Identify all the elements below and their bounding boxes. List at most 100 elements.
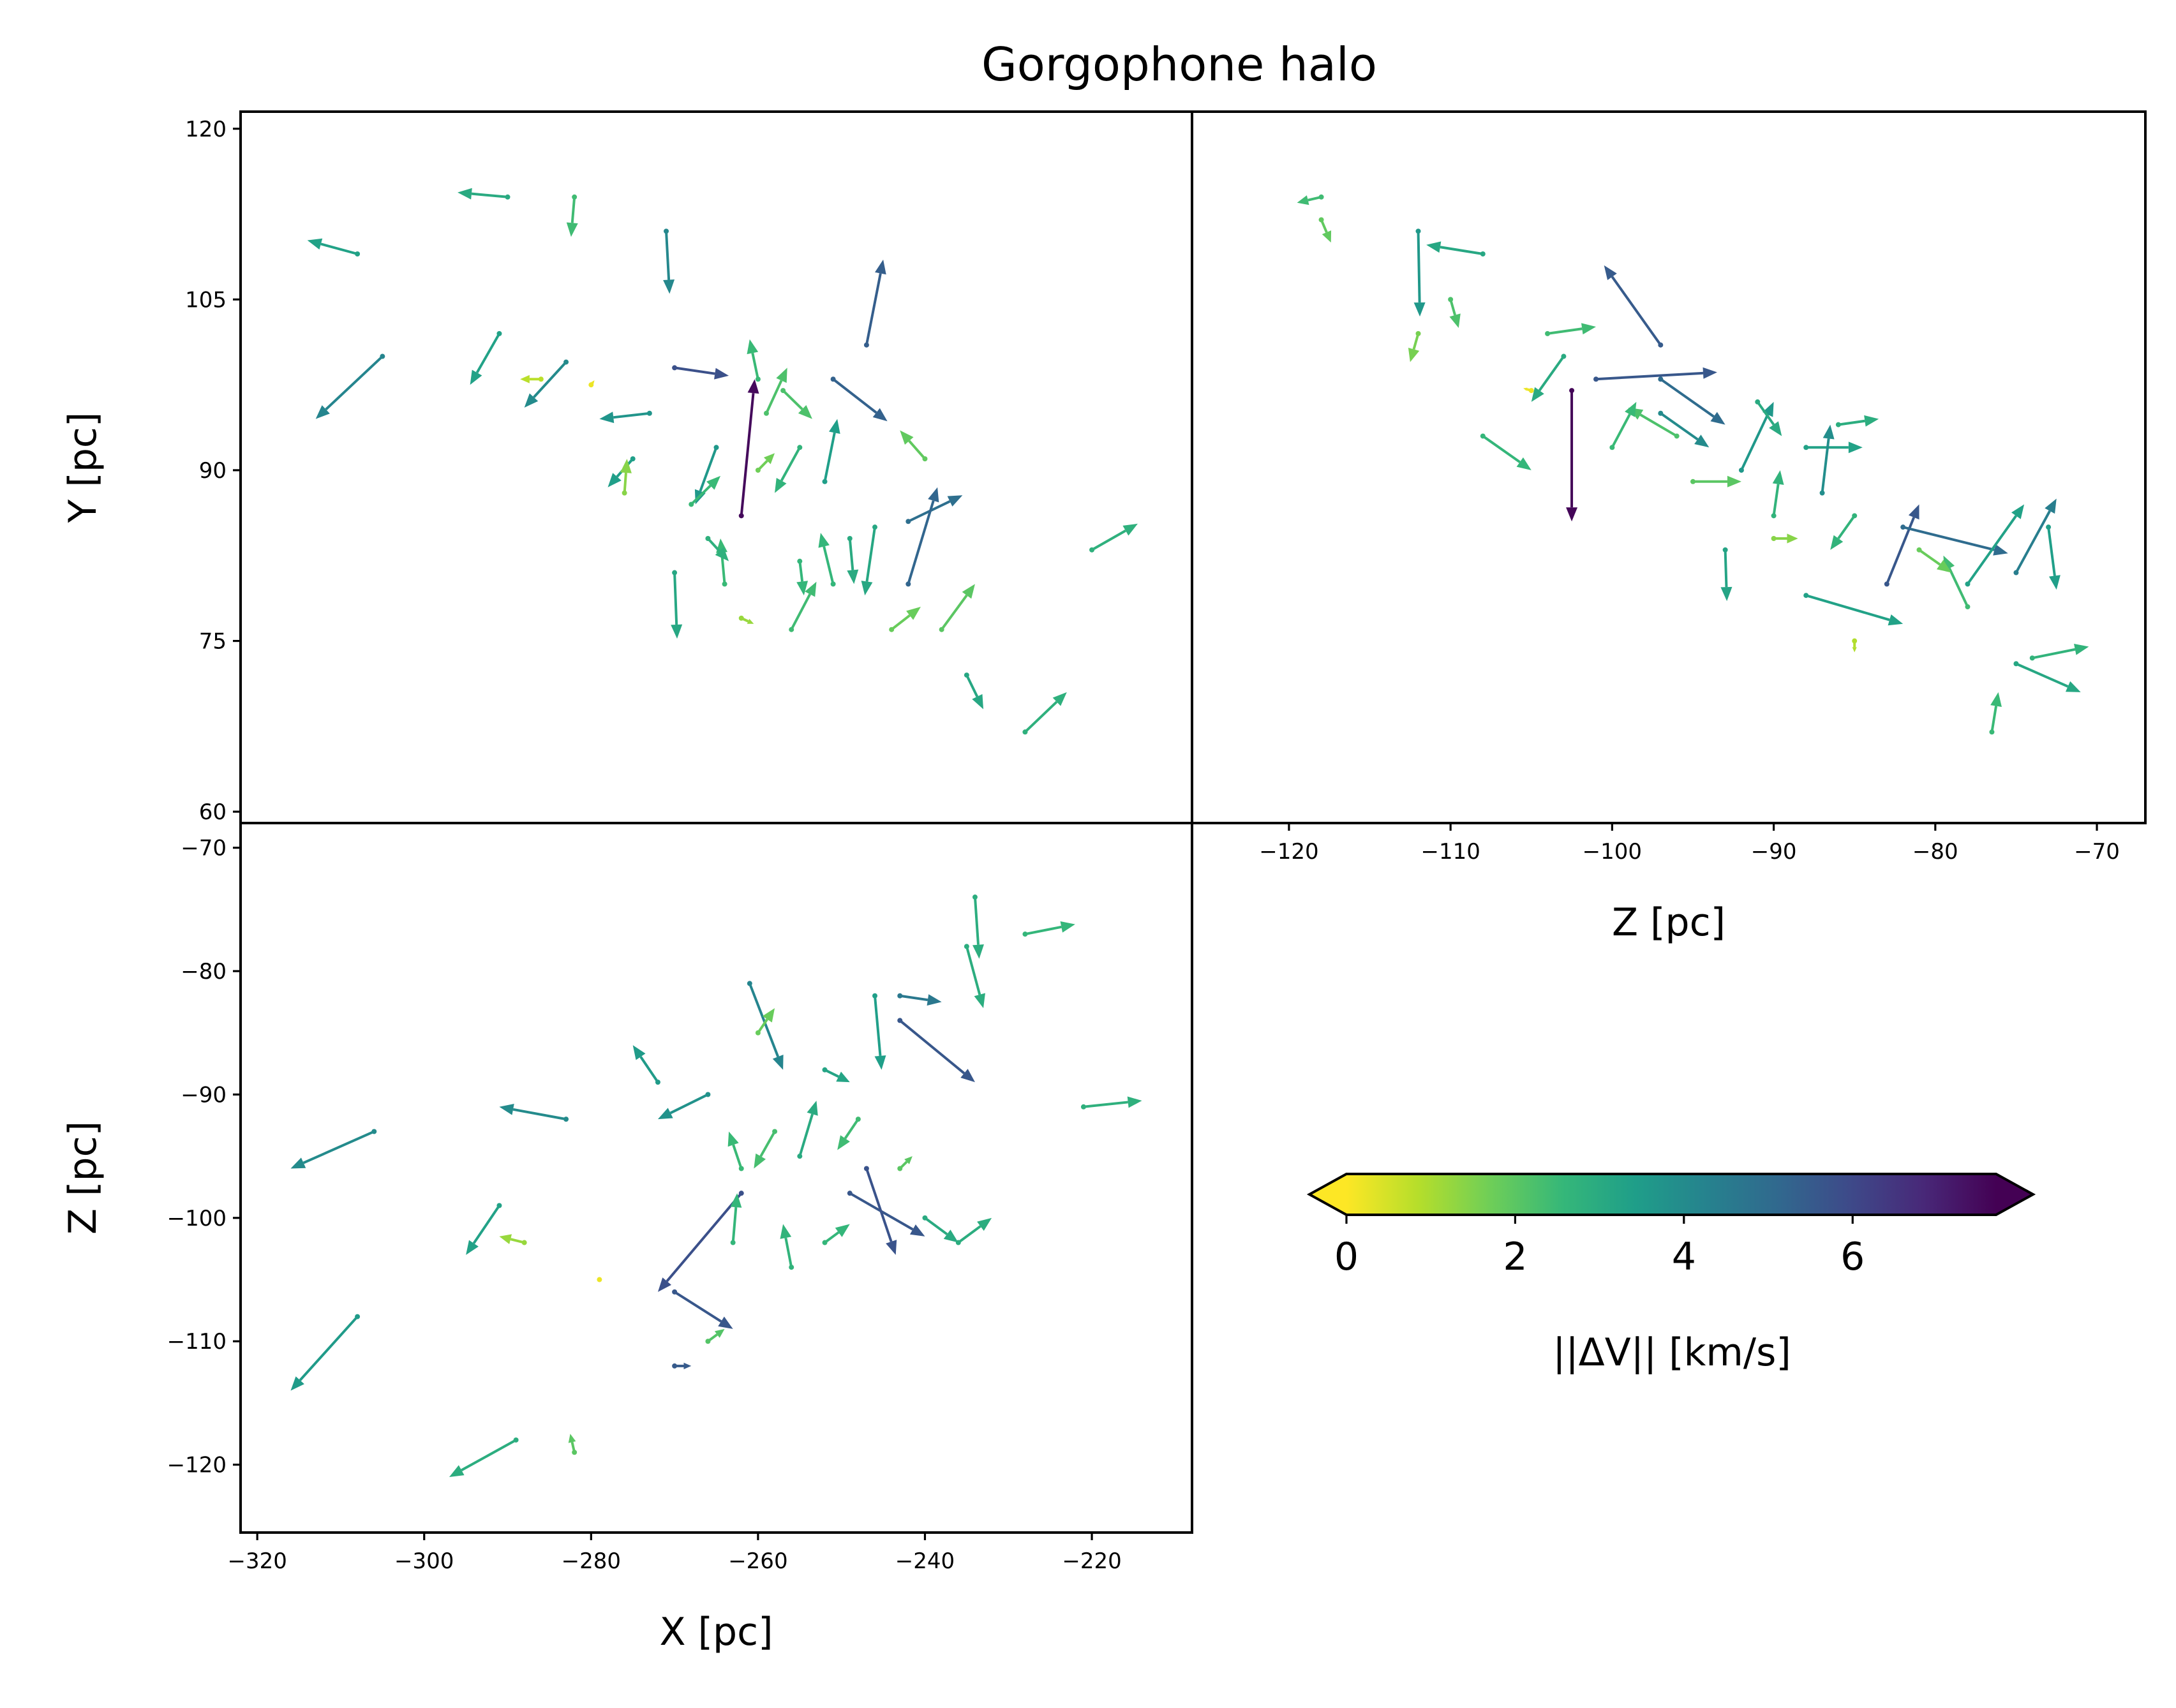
velocity-arrow <box>1884 504 1919 587</box>
velocity-arrow <box>789 581 817 632</box>
velocity-arrow <box>754 1129 778 1169</box>
velocity-arrow <box>1426 241 1486 256</box>
velocity-arrow <box>1658 410 1710 448</box>
velocity-arrow <box>1480 433 1531 470</box>
velocity-arrow <box>872 993 886 1070</box>
velocity-arrow <box>775 445 803 493</box>
velocity-arrow <box>830 376 888 422</box>
velocity-arrow <box>449 1437 519 1477</box>
velocity-arrow <box>955 1217 992 1245</box>
velocity-arrow <box>897 1018 975 1083</box>
velocity-arrow <box>747 339 761 382</box>
x-tick-label: −260 <box>728 1548 787 1574</box>
velocity-arrow <box>738 615 754 624</box>
velocity-arrow <box>671 570 683 639</box>
velocity-arrow <box>599 410 652 424</box>
velocity-arrow <box>1738 401 1774 473</box>
velocity-arrow <box>290 1314 361 1391</box>
velocity-arrow <box>290 1129 377 1169</box>
x-tick-label: −80 <box>1912 839 1958 865</box>
y-tick-label: −80 <box>181 959 227 984</box>
velocity-arrow <box>694 445 719 505</box>
velocity-arrow <box>939 584 975 632</box>
arrows-zy <box>1297 194 2089 735</box>
colorbar-tick-label: 0 <box>1334 1235 1359 1279</box>
velocity-arrow <box>922 1215 958 1243</box>
velocity-arrow <box>1022 921 1075 937</box>
velocity-arrow <box>1720 547 1733 602</box>
x-tick-label: −70 <box>2074 839 2120 865</box>
velocity-arrow <box>568 1434 578 1455</box>
axes-frame-zy <box>1191 110 2147 824</box>
velocity-arrow <box>1413 228 1426 317</box>
velocity-arrow <box>315 353 385 419</box>
velocity-arrow <box>822 1224 850 1245</box>
velocity-arrow <box>458 188 510 200</box>
velocity-arrow <box>672 1362 692 1370</box>
x-tick-label: −100 <box>1583 839 1642 865</box>
velocity-arrow <box>1658 376 1725 425</box>
x-tick-label: −320 <box>227 1548 287 1574</box>
velocity-arrow <box>897 993 942 1006</box>
velocity-arrow <box>1900 524 2008 556</box>
velocity-arrow <box>730 1193 742 1245</box>
velocity-arrow <box>1089 523 1138 553</box>
velocity-arrow <box>837 1117 861 1150</box>
x-tick-label: −110 <box>1420 839 1480 865</box>
velocity-arrow <box>657 1191 744 1292</box>
velocity-arrow <box>1965 504 2025 587</box>
panel-xy: 60 75 90 105 120 Y [pc] <box>61 110 1193 825</box>
velocity-arrow <box>1916 547 1952 573</box>
velocity-arrow <box>1080 1096 1142 1110</box>
velocity-arrow <box>889 607 921 632</box>
velocity-arrow <box>499 1234 527 1245</box>
velocity-arrow <box>2029 643 2089 661</box>
y-axis-label-xy: Y [pc] <box>61 412 105 524</box>
velocity-arrow <box>818 533 836 587</box>
colorbar-tick-label: 4 <box>1672 1235 1696 1279</box>
velocity-arrow <box>1448 297 1461 328</box>
velocity-arrow <box>847 536 859 584</box>
velocity-arrow <box>863 259 886 348</box>
velocity-arrow <box>1628 407 1680 439</box>
colorbar-label: ||ΔV|| [km/s] <box>1553 1330 1791 1375</box>
velocity-arrow <box>307 238 361 256</box>
velocity-arrow <box>1545 323 1597 336</box>
velocity-arrow <box>1297 194 1324 205</box>
x-axis-label-xz: X [pc] <box>659 1610 773 1654</box>
velocity-arrow <box>620 459 632 496</box>
colorbar-extend-low <box>1309 1174 1346 1215</box>
y-tick-label: −110 <box>167 1329 227 1355</box>
velocity-arrow <box>780 388 812 419</box>
colorbar-extend-high <box>1996 1174 2033 1215</box>
velocity-arrow <box>755 453 775 473</box>
velocity-arrow <box>2013 498 2057 576</box>
x-tick-label: −220 <box>1062 1548 1121 1574</box>
velocity-arrow <box>1523 387 1534 394</box>
velocity-arrow <box>964 944 985 1009</box>
velocity-arrow <box>466 1203 502 1255</box>
colorbar-ticks: 0 2 4 6 <box>1334 1215 1865 1279</box>
velocity-arrow <box>588 380 595 388</box>
colorbar-gradient <box>1346 1174 1996 1215</box>
figure-title: Gorgophone halo <box>981 38 1377 91</box>
y-tick-label: 90 <box>199 458 227 484</box>
velocity-arrow <box>1531 353 1567 402</box>
velocity-arrow <box>1690 475 1741 487</box>
velocity-arrow <box>716 538 728 587</box>
velocity-arrow <box>905 487 939 587</box>
y-tick-label: −70 <box>181 836 227 861</box>
axes-frame-xy <box>239 110 1193 824</box>
velocity-arrow <box>1852 638 1858 653</box>
velocity-arrow <box>861 524 877 596</box>
velocity-arrow <box>632 1045 660 1085</box>
x-axis-label-zy: Z [pc] <box>1612 900 1725 945</box>
x-tick-label: −280 <box>562 1548 621 1574</box>
velocity-arrow <box>1593 367 1717 382</box>
velocity-arrow <box>1022 692 1067 735</box>
x-tick-label: −240 <box>895 1548 955 1574</box>
velocity-arrow <box>1604 265 1664 348</box>
colorbar-tick-label: 6 <box>1840 1235 1865 1279</box>
velocity-arrow <box>863 1166 897 1255</box>
velocity-arrow <box>1771 470 1784 519</box>
